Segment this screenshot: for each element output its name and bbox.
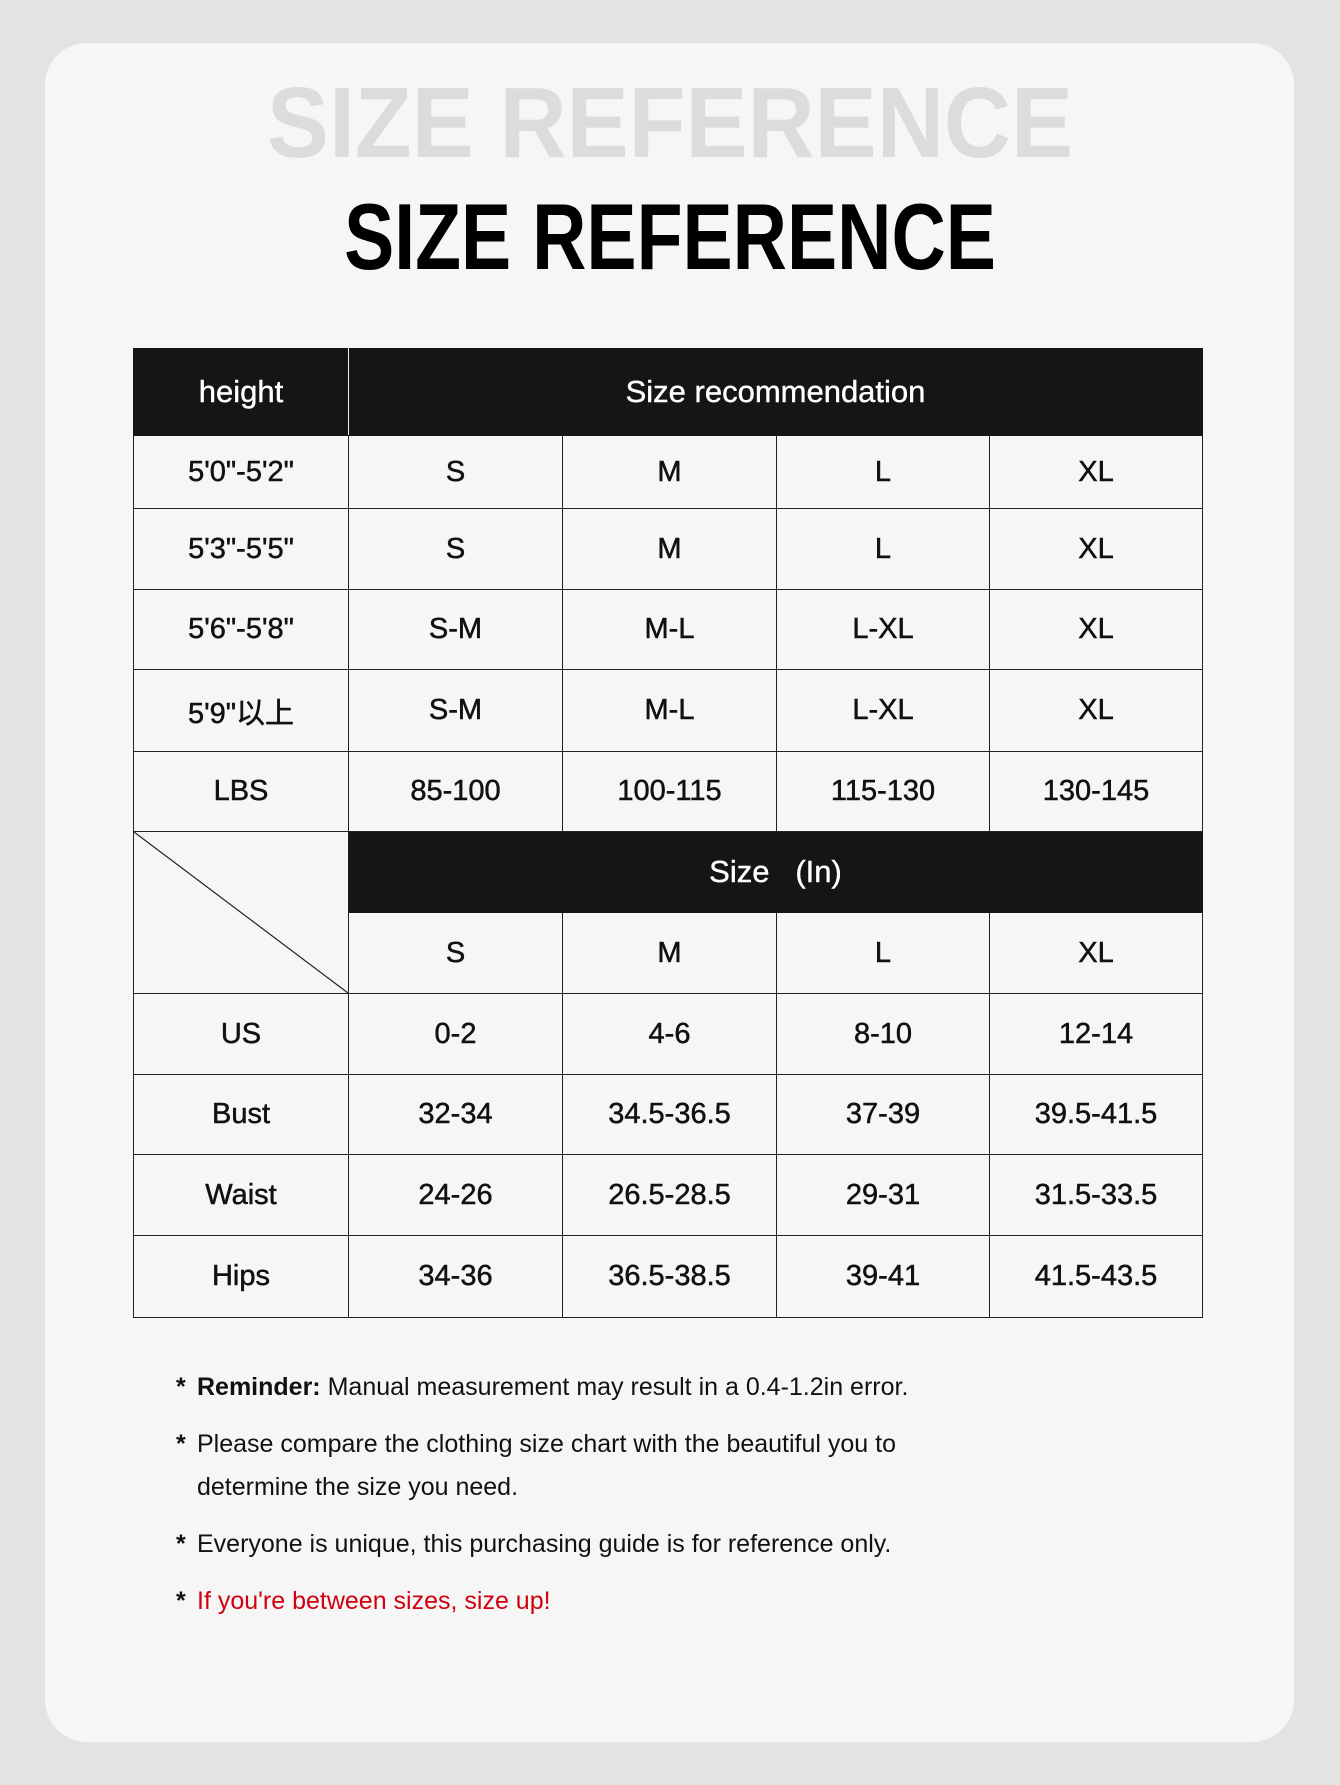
table-cell: 36.5-38.5 bbox=[562, 1235, 777, 1318]
size-label: XL bbox=[988, 912, 1204, 994]
table-cell: 8-10 bbox=[776, 993, 990, 1075]
page-title: SIZE REFERENCE bbox=[344, 184, 996, 289]
table-cell: S bbox=[348, 508, 563, 590]
table-cell: 100-115 bbox=[562, 751, 777, 832]
row-label: US bbox=[133, 993, 349, 1075]
size-in-header-row: Size (In) bbox=[133, 831, 1204, 994]
table-cell: 0-2 bbox=[348, 993, 563, 1075]
bullet: * bbox=[176, 1430, 186, 1458]
table-cell: M bbox=[562, 435, 777, 509]
table-row: US 0-2 4-6 8-10 12-14 bbox=[133, 993, 1204, 1075]
table-cell: 34.5-36.5 bbox=[562, 1074, 777, 1155]
table-cell: 41.5-43.5 bbox=[988, 1235, 1204, 1318]
header-size-recommendation: Size recommendation bbox=[347, 348, 1204, 436]
table-row: 5'0"-5'2" S M L XL bbox=[133, 435, 1204, 509]
table-cell: 31.5-33.5 bbox=[988, 1154, 1204, 1236]
size-label: S bbox=[348, 912, 563, 994]
table-cell: 32-34 bbox=[348, 1074, 563, 1155]
table-cell: S-M bbox=[348, 589, 563, 670]
table-row: LBS 85-100 100-115 115-130 130-145 bbox=[133, 751, 1204, 832]
table-header-row: height Size recommendation bbox=[133, 348, 1204, 436]
table-cell: 115-130 bbox=[776, 751, 990, 832]
note-unique: * Everyone is unique, this purchasing gui… bbox=[176, 1523, 1176, 1566]
row-label: 5'3"-5'5" bbox=[133, 508, 349, 590]
table-cell: 130-145 bbox=[988, 751, 1204, 832]
table-cell: 4-6 bbox=[562, 993, 777, 1075]
table-cell: L-XL bbox=[776, 589, 990, 670]
table-row: Hips 34-36 36.5-38.5 39-41 41.5-43.5 bbox=[133, 1235, 1204, 1318]
table-cell: S-M bbox=[348, 669, 563, 752]
size-label: M bbox=[562, 912, 777, 994]
header-height: height bbox=[133, 348, 349, 436]
table-cell: 37-39 bbox=[776, 1074, 990, 1155]
row-label: 5'6"-5'8" bbox=[133, 589, 349, 670]
table-row: Bust 32-34 34.5-36.5 37-39 39.5-41.5 bbox=[133, 1074, 1204, 1155]
bullet: * bbox=[176, 1530, 186, 1558]
table-cell: 24-26 bbox=[348, 1154, 563, 1236]
table-row: 5'3"-5'5" S M L XL bbox=[133, 508, 1204, 590]
size-label: L bbox=[776, 912, 990, 994]
bullet: * bbox=[176, 1587, 186, 1615]
diagonal-corner-cell bbox=[133, 831, 349, 994]
table-cell: 26.5-28.5 bbox=[562, 1154, 777, 1236]
table-cell: M-L bbox=[562, 669, 777, 752]
table-cell: XL bbox=[988, 589, 1204, 670]
note-text: Everyone is unique, this purchasing guid… bbox=[197, 1530, 892, 1558]
diagonal-line bbox=[134, 832, 348, 993]
size-table: height Size recommendation 5'0"-5'2" S M L X… bbox=[133, 348, 1204, 1318]
header-size-in: Size (In) bbox=[347, 831, 1204, 913]
row-label: Waist bbox=[133, 1154, 349, 1236]
table-cell: 39-41 bbox=[776, 1235, 990, 1318]
table-cell: M bbox=[562, 508, 777, 590]
table-cell: 34-36 bbox=[348, 1235, 563, 1318]
table-row: Waist 24-26 26.5-28.5 29-31 31.5-33.5 bbox=[133, 1154, 1204, 1236]
reminder-label: Reminder: bbox=[197, 1373, 321, 1401]
size-labels-row: S M L XL bbox=[134, 912, 1204, 994]
table-cell: 39.5-41.5 bbox=[988, 1074, 1204, 1155]
bullet: * bbox=[176, 1373, 186, 1401]
table-cell: L bbox=[776, 435, 990, 509]
note-reminder: * Reminder: Manual measurement may result… bbox=[176, 1366, 1176, 1409]
note-compare: * Please compare the clothing size chart … bbox=[176, 1423, 957, 1509]
table-row: 5'6"-5'8" S-M M-L L-XL XL bbox=[133, 589, 1204, 670]
row-label: 5'0"-5'2" bbox=[133, 435, 349, 509]
row-label: Hips bbox=[133, 1235, 349, 1318]
title-watermark: SIZE REFERENCE bbox=[266, 67, 1074, 179]
table-cell: L bbox=[776, 508, 990, 590]
notes: * Reminder: Manual measurement may result… bbox=[176, 1366, 1176, 1637]
table-row: 5'9"以上 S-M M-L L-XL XL bbox=[133, 669, 1204, 752]
table-cell: 29-31 bbox=[776, 1154, 990, 1236]
table-cell: M-L bbox=[562, 589, 777, 670]
table-cell: L-XL bbox=[776, 669, 990, 752]
table-cell: S bbox=[348, 435, 563, 509]
table-cell: XL bbox=[988, 508, 1204, 590]
note-size-up: * If you're between sizes, size up! bbox=[176, 1580, 1176, 1623]
row-label: 5'9"以上 bbox=[133, 669, 349, 752]
table-cell: XL bbox=[988, 669, 1204, 752]
row-label: LBS bbox=[133, 751, 349, 832]
row-label: Bust bbox=[133, 1074, 349, 1155]
reminder-text: Manual measurement may result in a 0.4-1… bbox=[320, 1373, 909, 1401]
note-text: Please compare the clothing size chart w… bbox=[197, 1430, 897, 1501]
table-cell: XL bbox=[988, 435, 1204, 509]
table-cell: 12-14 bbox=[988, 993, 1204, 1075]
table-cell: 85-100 bbox=[348, 751, 563, 832]
note-text: If you're between sizes, size up! bbox=[197, 1587, 551, 1615]
